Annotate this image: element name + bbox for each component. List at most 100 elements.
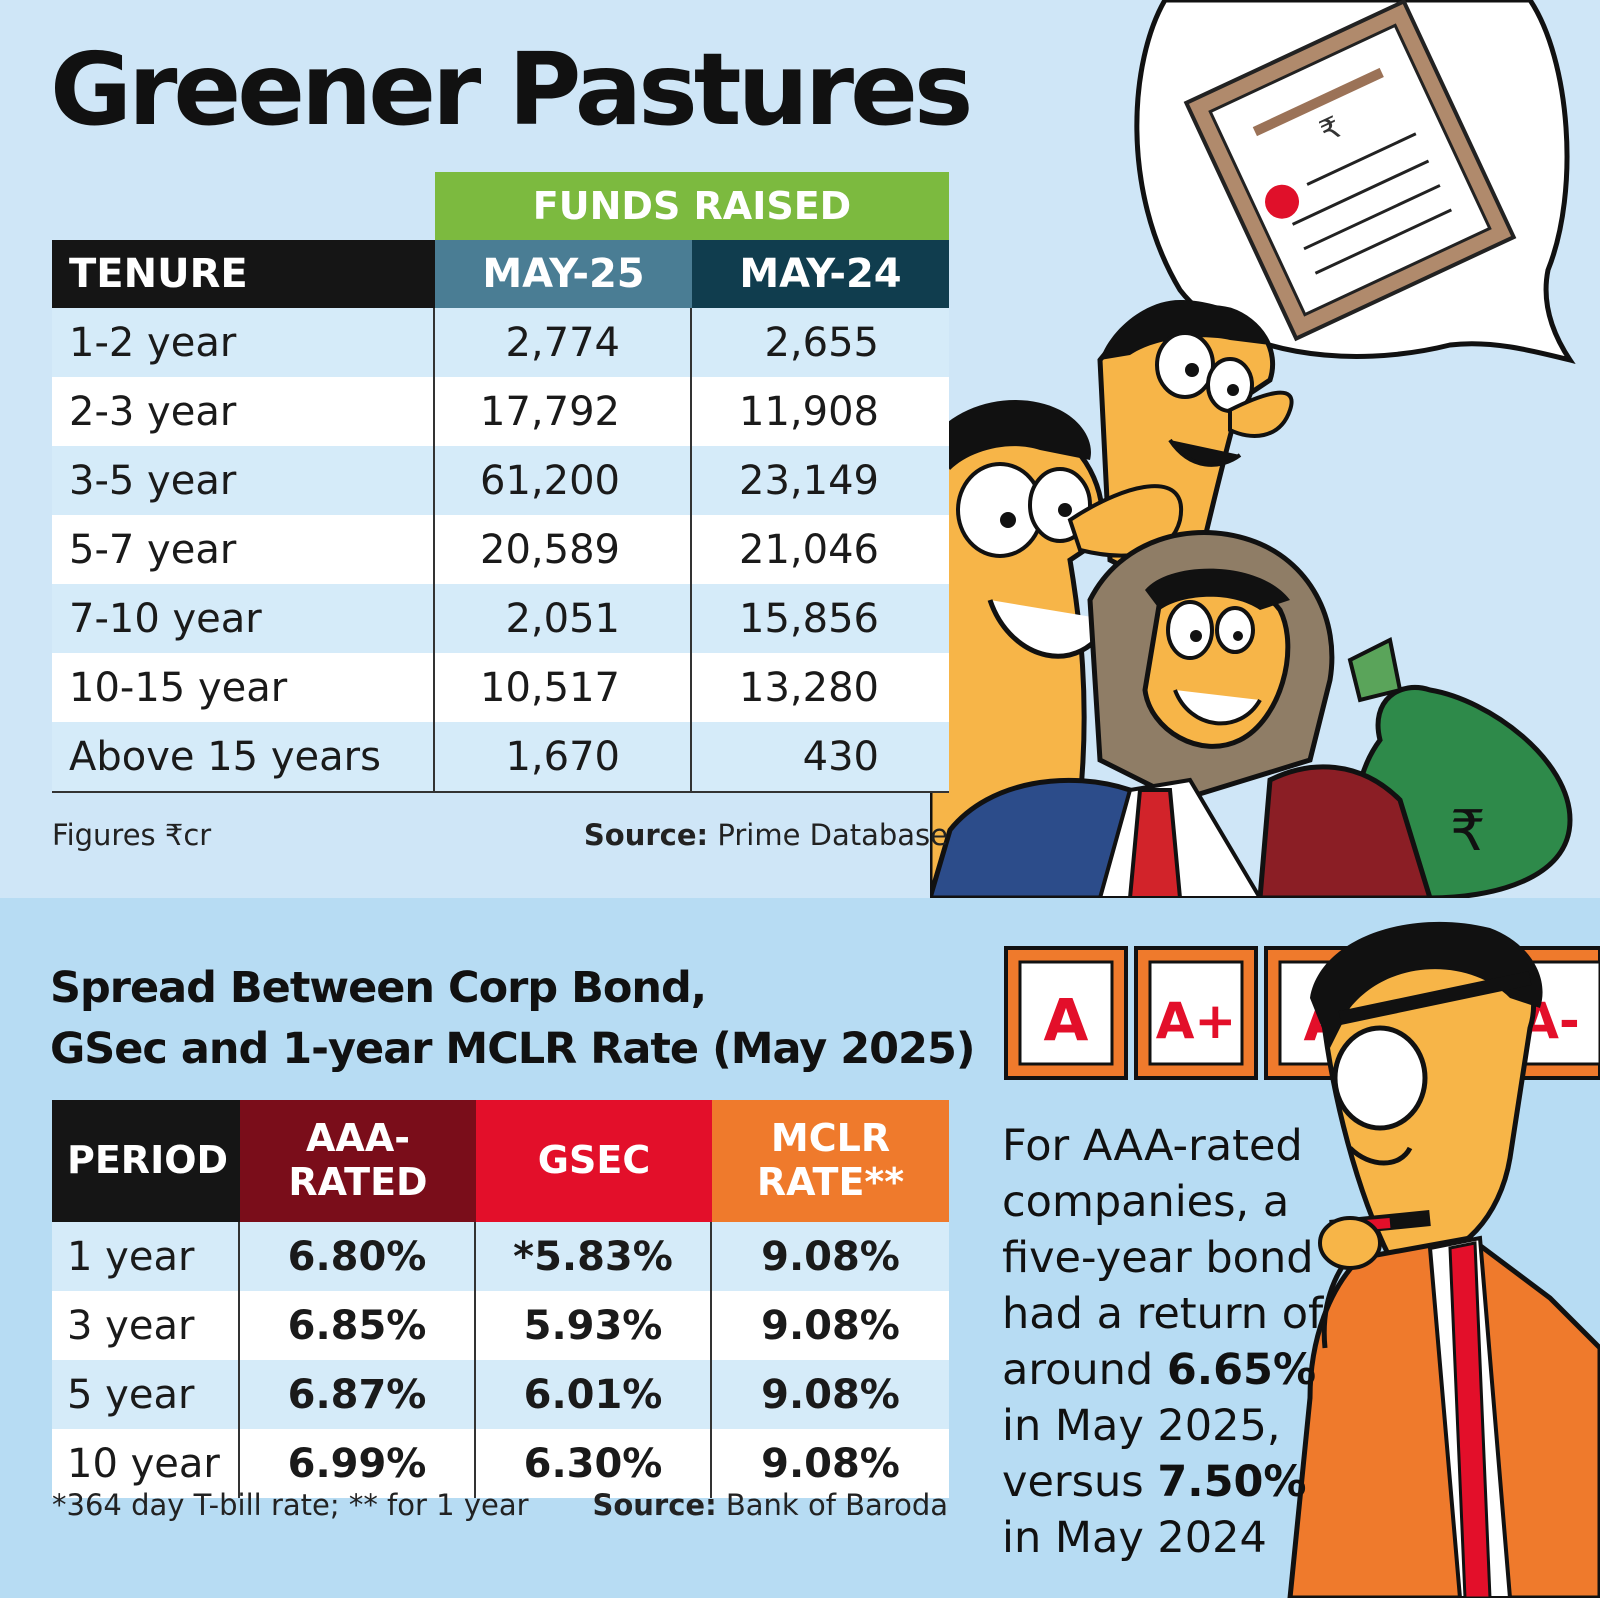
may24-cell: 15,856 — [739, 595, 879, 642]
money-bag-rupee: ₹ — [1450, 799, 1486, 864]
headline: Greener Pastures — [50, 31, 973, 148]
mclr-cell: 9.08% — [761, 1371, 900, 1418]
source-note: Source: Bank of Baroda — [592, 1488, 948, 1522]
callout-line: companies, a — [1002, 1177, 1290, 1227]
tenure-cell: Above 15 years — [52, 722, 435, 791]
may25-cell: 1,670 — [435, 722, 692, 791]
tenure-cell: 10-15 year — [52, 653, 435, 722]
may25-header: MAY-25 — [435, 240, 692, 308]
mclr-header: MCLR RATE** — [712, 1100, 949, 1222]
aaa-cell: 6.87% — [240, 1360, 476, 1429]
mclr-cell: 9.08% — [761, 1440, 900, 1487]
aaa-rated-header: AAA- RATED — [240, 1100, 476, 1222]
callout-line: in May 2025, — [1002, 1401, 1281, 1451]
callout-prefix: versus — [1002, 1457, 1158, 1507]
aaa-cell: 6.85% — [240, 1291, 476, 1360]
businessmen-illustration: ₹ — [930, 0, 1576, 898]
table-row: 1 year 6.80% *5.83% 9.08% — [52, 1222, 949, 1291]
mclr-header-line1: MCLR — [770, 1116, 891, 1161]
grade-card-a-plus: A+ — [1134, 946, 1258, 1080]
period-cell: 1 year — [52, 1222, 240, 1291]
mclr-cell: 9.08% — [761, 1233, 900, 1280]
tenure-cell: 3-5 year — [52, 446, 435, 515]
grade-card-a: A — [1004, 946, 1128, 1080]
gsec-cell: 6.01% — [476, 1360, 712, 1429]
source-label: Source: — [592, 1488, 717, 1522]
tenure-cell: 2-3 year — [52, 377, 435, 446]
period-cell: 10 year — [52, 1429, 240, 1498]
grade-card-label: A+ — [1156, 992, 1237, 1050]
tenure-cell: 1-2 year — [52, 308, 435, 377]
aaa-header-line1: AAA- — [306, 1116, 410, 1161]
source-name: Bank of Baroda — [725, 1488, 948, 1522]
callout-value-2025: 6.65% — [1166, 1345, 1317, 1395]
callout-line: around 6.65% — [1002, 1342, 1332, 1398]
gsec-cell: *5.83% — [476, 1222, 712, 1291]
grade-card-label: A — [1044, 986, 1089, 1054]
aaa-header-text: AAA- RATED — [288, 1116, 428, 1204]
period-cell: 5 year — [52, 1360, 240, 1429]
table-body: 1 year 6.80% *5.83% 9.08% 3 year 6.85% 5… — [52, 1222, 949, 1498]
mclr-header-line2: RATE** — [756, 1160, 905, 1204]
source-name: Prime Database — [717, 818, 948, 852]
source-note: Source: Prime Database — [584, 818, 948, 852]
gsec-cell: 6.30% — [476, 1429, 712, 1498]
table-row: 1-2 year 2,774 2,655 — [52, 308, 949, 377]
spread-title-line1: Spread Between Corp Bond, — [50, 963, 707, 1013]
may24-cell: 2,655 — [764, 319, 879, 366]
table-row: 10 year 6.99% 6.30% 9.08% — [52, 1429, 949, 1498]
tenure-cell: 7-10 year — [52, 584, 435, 653]
may25-cell: 2,051 — [435, 584, 692, 653]
callout-text: For AAA-rated companies, a five-year bon… — [1002, 1118, 1332, 1566]
may24-cell: 21,046 — [739, 526, 879, 573]
spread-table: PERIOD AAA- RATED GSEC MCLR RATE** 1 year … — [52, 1100, 949, 1498]
may25-cell: 61,200 — [435, 446, 692, 515]
tenure-cell: 5-7 year — [52, 515, 435, 584]
may25-cell: 20,589 — [435, 515, 692, 584]
mclr-header-text: MCLR RATE** — [756, 1116, 905, 1204]
may24-header: MAY-24 — [692, 240, 949, 308]
may24-cell: 11,908 — [739, 388, 879, 435]
callout-line: in May 2024 — [1002, 1513, 1267, 1563]
may24-cell: 430 — [802, 733, 879, 780]
table-body: 1-2 year 2,774 2,655 2-3 year 17,792 11,… — [52, 308, 949, 793]
spread-footnote: *364 day T-bill rate; ** for 1 year — [52, 1488, 529, 1522]
may25-cell: 2,774 — [435, 308, 692, 377]
mclr-cell: 9.08% — [761, 1302, 900, 1349]
period-cell: 3 year — [52, 1291, 240, 1360]
table-row: 3-5 year 61,200 23,149 — [52, 446, 949, 515]
table-row: 7-10 year 2,051 15,856 — [52, 584, 949, 653]
callout-line: had a return of — [1002, 1289, 1324, 1339]
source-label: Source: — [583, 818, 709, 852]
aaa-cell: 6.80% — [240, 1222, 476, 1291]
table-header-row: TENURE MAY-25 MAY-24 — [52, 240, 949, 308]
gsec-cell: 5.93% — [476, 1291, 712, 1360]
funds-raised-header: FUNDS RAISED — [435, 172, 949, 240]
callout-line: For AAA-rated — [1002, 1121, 1303, 1171]
table-row: 10-15 year 10,517 13,280 — [52, 653, 949, 722]
spread-title-line2: GSec and 1-year MCLR Rate (May 2025) — [50, 1024, 976, 1074]
analyst-illustration: A A+ A A- — [1004, 921, 1600, 1598]
table-row: 5-7 year 20,589 21,046 — [52, 515, 949, 584]
may25-cell: 17,792 — [435, 377, 692, 446]
may24-cell: 13,280 — [739, 664, 879, 711]
top-panel: Greener Pastures ₹ — [50, 0, 1576, 898]
table-row: Above 15 years 1,670 430 — [52, 722, 949, 793]
gsec-header: GSEC — [476, 1100, 712, 1222]
table-row: 3 year 6.85% 5.93% 9.08% — [52, 1291, 949, 1360]
period-header: PERIOD — [52, 1100, 240, 1222]
may24-cell: 23,149 — [739, 457, 879, 504]
callout-prefix: around — [1002, 1345, 1167, 1395]
table-row: 2-3 year 17,792 11,908 — [52, 377, 949, 446]
units-footnote: Figures ₹cr — [52, 818, 212, 852]
tenure-header: TENURE — [52, 240, 435, 308]
callout-line: five-year bond — [1002, 1233, 1314, 1283]
spread-title: Spread Between Corp Bond, GSec and 1-yea… — [50, 958, 976, 1080]
may25-cell: 10,517 — [435, 653, 692, 722]
bottom-panel: Spread Between Corp Bond, GSec and 1-yea… — [0, 898, 1600, 1598]
aaa-header-line2: RATED — [288, 1160, 428, 1204]
callout-line: versus 7.50% — [1002, 1454, 1332, 1510]
aaa-cell: 6.99% — [240, 1429, 476, 1498]
table-row: 5 year 6.87% 6.01% 9.08% — [52, 1360, 949, 1429]
